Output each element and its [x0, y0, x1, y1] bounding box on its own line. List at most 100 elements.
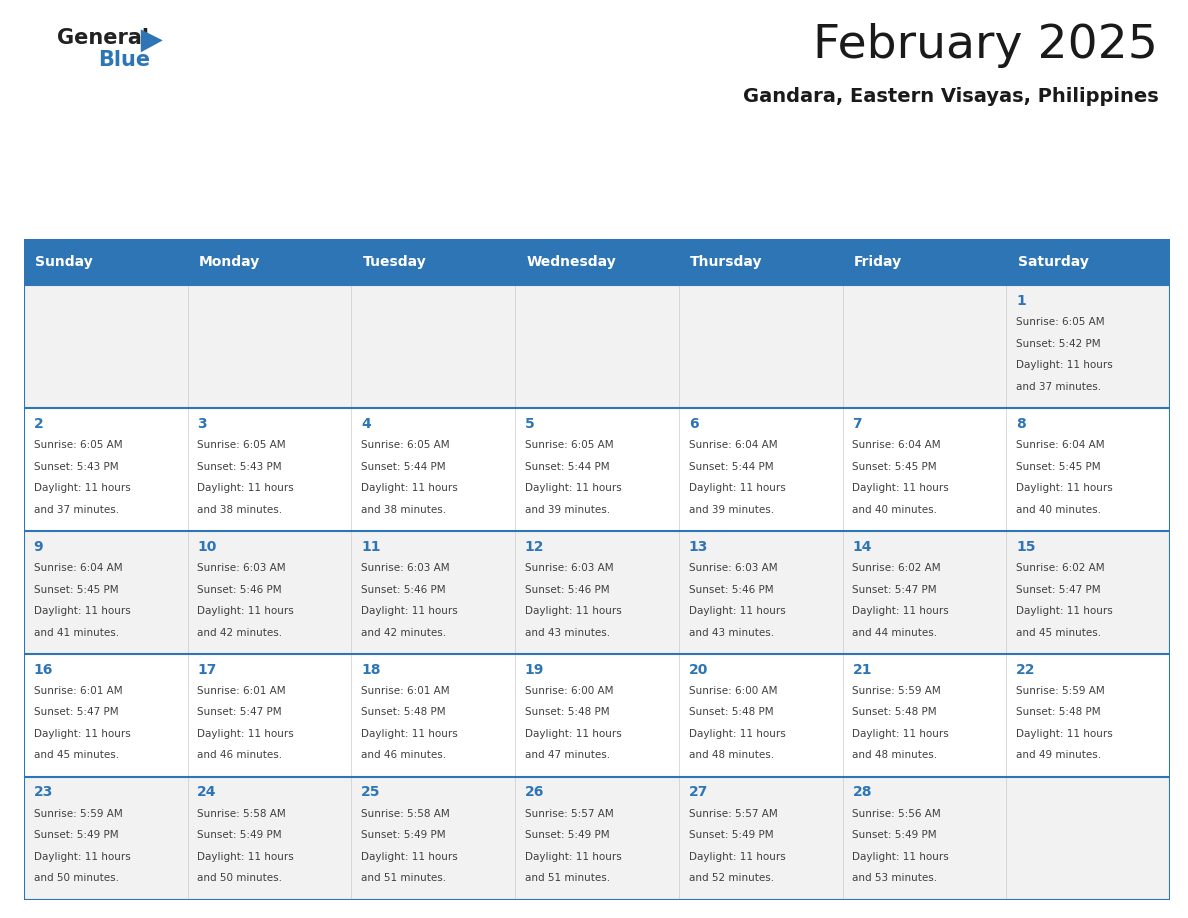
Text: Daylight: 11 hours: Daylight: 11 hours — [525, 729, 621, 739]
Bar — [842, 285, 1006, 409]
Text: 6: 6 — [689, 417, 699, 431]
Text: Daylight: 11 hours: Daylight: 11 hours — [689, 852, 785, 862]
Text: Blue: Blue — [99, 50, 151, 71]
Text: and 53 minutes.: and 53 minutes. — [853, 873, 937, 883]
Text: Sunrise: 6:00 AM: Sunrise: 6:00 AM — [689, 686, 777, 696]
Bar — [516, 409, 678, 532]
Text: and 40 minutes.: and 40 minutes. — [853, 505, 937, 515]
Text: and 51 minutes.: and 51 minutes. — [525, 873, 609, 883]
Text: Sunset: 5:44 PM: Sunset: 5:44 PM — [525, 462, 609, 472]
Text: Sunrise: 6:04 AM: Sunrise: 6:04 AM — [1016, 440, 1105, 450]
Text: Sunrise: 6:05 AM: Sunrise: 6:05 AM — [197, 440, 286, 450]
Text: Sunset: 5:48 PM: Sunset: 5:48 PM — [853, 708, 937, 717]
Text: Monday: Monday — [200, 255, 260, 269]
Bar — [1006, 239, 1170, 285]
Text: and 43 minutes.: and 43 minutes. — [525, 628, 609, 637]
Text: Sunrise: 6:03 AM: Sunrise: 6:03 AM — [525, 563, 613, 573]
Text: Sunset: 5:49 PM: Sunset: 5:49 PM — [33, 830, 119, 840]
Text: Daylight: 11 hours: Daylight: 11 hours — [853, 483, 949, 493]
Bar — [842, 532, 1006, 654]
Bar — [24, 777, 188, 900]
Text: Sunset: 5:48 PM: Sunset: 5:48 PM — [361, 708, 446, 717]
Text: Sunset: 5:43 PM: Sunset: 5:43 PM — [197, 462, 282, 472]
Text: Daylight: 11 hours: Daylight: 11 hours — [197, 606, 295, 616]
Bar — [678, 239, 842, 285]
Text: 13: 13 — [689, 540, 708, 554]
Text: 16: 16 — [33, 663, 53, 677]
Text: Sunset: 5:49 PM: Sunset: 5:49 PM — [853, 830, 937, 840]
Text: 21: 21 — [853, 663, 872, 677]
Text: and 39 minutes.: and 39 minutes. — [689, 505, 773, 515]
Bar — [516, 654, 678, 777]
Text: Daylight: 11 hours: Daylight: 11 hours — [361, 483, 457, 493]
Text: and 38 minutes.: and 38 minutes. — [361, 505, 447, 515]
Text: 23: 23 — [33, 786, 53, 800]
Text: Sunset: 5:44 PM: Sunset: 5:44 PM — [361, 462, 446, 472]
Text: and 44 minutes.: and 44 minutes. — [853, 628, 937, 637]
Bar — [842, 239, 1006, 285]
Bar — [352, 239, 516, 285]
Text: February 2025: February 2025 — [814, 23, 1158, 68]
Text: and 46 minutes.: and 46 minutes. — [197, 750, 283, 760]
Text: Sunrise: 5:59 AM: Sunrise: 5:59 AM — [1016, 686, 1105, 696]
Bar — [24, 532, 188, 654]
Bar — [1006, 654, 1170, 777]
Bar — [352, 532, 516, 654]
Text: and 40 minutes.: and 40 minutes. — [1016, 505, 1101, 515]
Text: 24: 24 — [197, 786, 217, 800]
Text: Sunset: 5:43 PM: Sunset: 5:43 PM — [33, 462, 119, 472]
Text: Daylight: 11 hours: Daylight: 11 hours — [1016, 729, 1113, 739]
Bar — [842, 777, 1006, 900]
Text: Sunrise: 6:03 AM: Sunrise: 6:03 AM — [197, 563, 286, 573]
Bar — [516, 239, 678, 285]
Bar — [678, 532, 842, 654]
Bar — [24, 285, 188, 409]
Text: Sunday: Sunday — [36, 255, 93, 269]
Bar — [678, 654, 842, 777]
Text: Sunrise: 6:00 AM: Sunrise: 6:00 AM — [525, 686, 613, 696]
Text: 14: 14 — [853, 540, 872, 554]
Text: Sunrise: 5:59 AM: Sunrise: 5:59 AM — [33, 809, 122, 819]
Text: and 51 minutes.: and 51 minutes. — [361, 873, 447, 883]
Text: Daylight: 11 hours: Daylight: 11 hours — [361, 729, 457, 739]
Text: Saturday: Saturday — [1018, 255, 1088, 269]
Text: Sunset: 5:46 PM: Sunset: 5:46 PM — [361, 585, 446, 595]
Text: 28: 28 — [853, 786, 872, 800]
Bar — [842, 409, 1006, 532]
Text: Sunset: 5:48 PM: Sunset: 5:48 PM — [689, 708, 773, 717]
Bar — [188, 654, 352, 777]
Text: and 39 minutes.: and 39 minutes. — [525, 505, 609, 515]
Text: 3: 3 — [197, 417, 207, 431]
Text: 22: 22 — [1016, 663, 1036, 677]
Text: Sunrise: 5:57 AM: Sunrise: 5:57 AM — [689, 809, 777, 819]
Text: 17: 17 — [197, 663, 216, 677]
Text: and 50 minutes.: and 50 minutes. — [197, 873, 283, 883]
Text: General: General — [57, 28, 148, 48]
Text: and 48 minutes.: and 48 minutes. — [853, 750, 937, 760]
Text: Daylight: 11 hours: Daylight: 11 hours — [853, 852, 949, 862]
Text: Sunset: 5:47 PM: Sunset: 5:47 PM — [197, 708, 282, 717]
Text: 2: 2 — [33, 417, 43, 431]
Text: Sunset: 5:49 PM: Sunset: 5:49 PM — [525, 830, 609, 840]
Text: Sunrise: 6:05 AM: Sunrise: 6:05 AM — [33, 440, 122, 450]
Text: Daylight: 11 hours: Daylight: 11 hours — [33, 483, 131, 493]
Text: 20: 20 — [689, 663, 708, 677]
Text: Sunrise: 6:03 AM: Sunrise: 6:03 AM — [361, 563, 450, 573]
Text: Sunrise: 6:05 AM: Sunrise: 6:05 AM — [525, 440, 613, 450]
Bar — [188, 285, 352, 409]
Text: Sunset: 5:49 PM: Sunset: 5:49 PM — [689, 830, 773, 840]
Bar — [1006, 777, 1170, 900]
Text: Sunset: 5:45 PM: Sunset: 5:45 PM — [1016, 462, 1101, 472]
Text: 15: 15 — [1016, 540, 1036, 554]
Bar — [24, 654, 188, 777]
Text: Daylight: 11 hours: Daylight: 11 hours — [525, 483, 621, 493]
Text: Sunset: 5:49 PM: Sunset: 5:49 PM — [197, 830, 282, 840]
Bar — [678, 409, 842, 532]
Text: Daylight: 11 hours: Daylight: 11 hours — [1016, 483, 1113, 493]
Text: Daylight: 11 hours: Daylight: 11 hours — [361, 852, 457, 862]
Text: Daylight: 11 hours: Daylight: 11 hours — [33, 852, 131, 862]
Text: 26: 26 — [525, 786, 544, 800]
Text: 8: 8 — [1016, 417, 1026, 431]
Text: Sunrise: 6:01 AM: Sunrise: 6:01 AM — [33, 686, 122, 696]
Bar — [188, 532, 352, 654]
